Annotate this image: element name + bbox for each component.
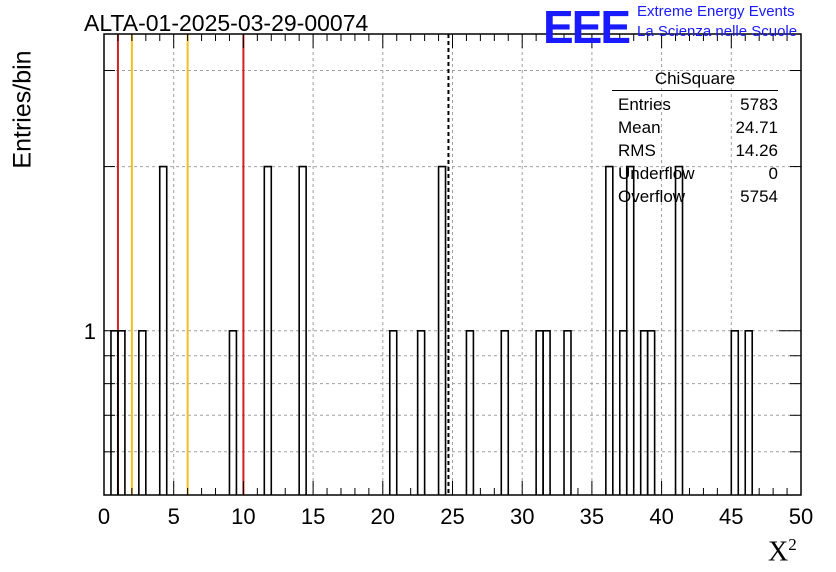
histogram-bar — [416, 329, 426, 495]
y-tick-label: 1 — [84, 319, 96, 344]
x-tick-label: 20 — [371, 504, 395, 529]
histogram-bar — [138, 329, 147, 495]
histogram-bar — [730, 329, 740, 495]
x-tick-label: 25 — [440, 504, 464, 529]
histogram-bar — [605, 165, 614, 495]
y-axis-label: Entries/bin — [8, 50, 37, 169]
histogram-bar — [674, 165, 684, 495]
stats-row-entries: Entries 5783 — [612, 93, 778, 116]
x-tick-label: 45 — [719, 504, 743, 529]
histogram-bar — [744, 329, 754, 495]
x-tick-label: 50 — [789, 504, 813, 529]
histogram-bar — [263, 165, 273, 495]
stats-box: ChiSquare Entries 5783 Mean 24.71 RMS 14.26… — [612, 68, 778, 208]
x-axis-label-base: X — [768, 536, 789, 568]
eee-logo: EEE — [543, 1, 631, 53]
histogram-bar — [298, 165, 307, 495]
stats-value: 5754 — [740, 187, 778, 206]
logo-subtitle-1: Extreme Energy Events — [637, 3, 795, 20]
histogram-bar — [228, 329, 238, 495]
stats-label: Underflow — [618, 164, 695, 183]
histogram-bar — [542, 329, 551, 495]
axis-tick-labels: 0 5 10 15 20 25 30 35 40 45 50 1 — [84, 319, 813, 529]
stats-row-overflow: Overflow 5754 — [612, 185, 778, 208]
logo-subtitle-2: La Scienza nelle Scuole — [637, 23, 798, 40]
stats-label: RMS — [618, 141, 656, 160]
histogram-bar — [625, 165, 635, 495]
x-tick-label: 30 — [510, 504, 534, 529]
histogram-bar — [563, 329, 572, 495]
stats-value: 5783 — [740, 95, 778, 114]
x-axis-label-exponent: 2 — [788, 535, 797, 554]
stats-value: 0 — [768, 164, 778, 183]
x-tick-label: 5 — [168, 504, 180, 529]
stats-value: 14.26 — [735, 141, 778, 160]
stats-row-underflow: Underflow 0 — [612, 162, 778, 185]
x-axis-label: X2 — [768, 535, 797, 568]
histogram-bar — [465, 329, 475, 495]
x-tick-label: 0 — [98, 504, 110, 529]
histogram-bar — [388, 329, 398, 495]
stats-row-rms: RMS 14.26 — [612, 139, 778, 162]
x-tick-label: 15 — [301, 504, 325, 529]
axis-ticks — [103, 34, 802, 495]
x-tick-label: 40 — [649, 504, 673, 529]
histogram-bar — [158, 165, 168, 495]
histogram-bar — [437, 165, 447, 495]
histogram-bar — [646, 329, 656, 495]
stats-value: 24.71 — [735, 118, 778, 137]
histogram-bar — [500, 329, 510, 495]
histogram-bars — [110, 165, 754, 495]
stats-label: Mean — [618, 118, 661, 137]
stats-label: Overflow — [618, 187, 686, 206]
stats-title: ChiSquare — [612, 68, 778, 91]
stats-row-mean: Mean 24.71 — [612, 116, 778, 139]
chart-title: ALTA-01-2025-03-29-00074 — [84, 10, 369, 36]
x-tick-label: 35 — [580, 504, 604, 529]
x-tick-label: 10 — [231, 504, 255, 529]
stats-label: Entries — [618, 95, 671, 114]
